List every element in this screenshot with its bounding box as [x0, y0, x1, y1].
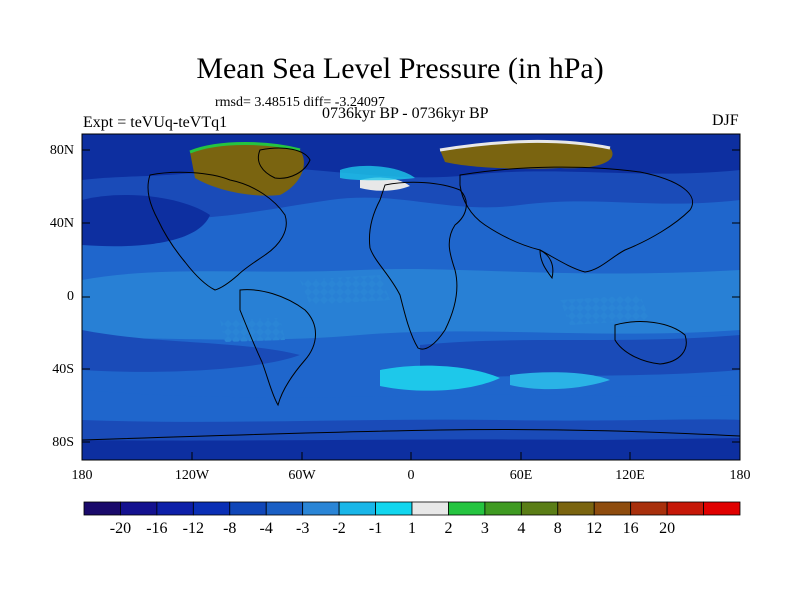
colorbar-swatch	[557, 501, 595, 516]
colorbar-label: -2	[332, 520, 346, 537]
colorbar-label: -1	[368, 520, 383, 537]
colorbar-swatch	[120, 501, 158, 516]
stats-text: rmsd= 3.48515 diff= -3.24097	[215, 95, 385, 110]
season-label: DJF	[712, 112, 739, 129]
colorbar-swatch	[156, 501, 194, 516]
colorbar-label: 1	[408, 520, 416, 537]
colorbar-label: -20	[109, 520, 132, 537]
period-label: 0736kyr BP - 0736kyr BP	[322, 105, 489, 122]
lat-tick-80n: 80N	[49, 143, 74, 158]
colorbar-swatch	[338, 501, 376, 516]
lon-tickmarks	[81, 452, 741, 460]
lat-tick-40n: 40N	[49, 216, 74, 231]
colorbar-label: 8	[553, 520, 562, 537]
lat-tick-0: 0	[67, 289, 74, 304]
pressure-field	[82, 134, 740, 460]
lon-tick-120w: 120W	[174, 468, 210, 483]
colorbar-swatch	[302, 501, 340, 516]
colorbar-label: -16	[146, 520, 168, 537]
colorbar-label: -8	[223, 520, 237, 537]
colorbar-swatch	[411, 501, 449, 516]
lon-tick-180w: 180	[71, 468, 93, 483]
colorbar-swatch	[265, 501, 304, 516]
chart-title: Mean Sea Level Pressure (in hPa)	[196, 52, 604, 85]
colorbar-swatch	[375, 501, 413, 516]
colorbar-label: 4	[517, 520, 526, 537]
colorbar-swatch	[593, 501, 632, 516]
lon-tick-120e: 120E	[615, 468, 645, 483]
lon-tick-60w: 60W	[288, 468, 316, 483]
colorbar-label: 2	[444, 520, 453, 537]
colorbar	[83, 501, 741, 516]
colorbar-label: 3	[480, 520, 489, 537]
colorbar-label: 16	[622, 520, 639, 537]
lon-tick-0: 0	[407, 468, 415, 483]
lat-tick-40s: 40S	[52, 362, 74, 377]
colorbar-swatch	[484, 501, 522, 516]
colorbar-swatch	[630, 501, 668, 516]
colorbar-swatch	[229, 501, 267, 516]
colorbar-swatch	[448, 501, 486, 516]
lon-tick-60e: 60E	[509, 468, 533, 483]
colorbar-label: -3	[295, 520, 310, 537]
colorbar-swatch	[703, 501, 741, 516]
lat-tickmarks	[82, 149, 740, 443]
colorbar-swatch	[192, 501, 231, 516]
colorbar-label: -4	[259, 520, 273, 537]
lat-tick-80s: 80S	[52, 435, 74, 450]
lon-tick-180e: 180	[729, 468, 751, 483]
colorbar-swatch	[83, 501, 121, 516]
colorbar-label: 12	[586, 520, 603, 537]
colorbar-label: -12	[182, 520, 204, 537]
colorbar-swatch	[520, 501, 559, 516]
colorbar-label: 20	[659, 520, 676, 537]
colorbar-swatch	[666, 501, 704, 516]
coastlines	[82, 147, 740, 441]
experiment-label: Expt = teVUq-teVTq1	[83, 114, 228, 131]
